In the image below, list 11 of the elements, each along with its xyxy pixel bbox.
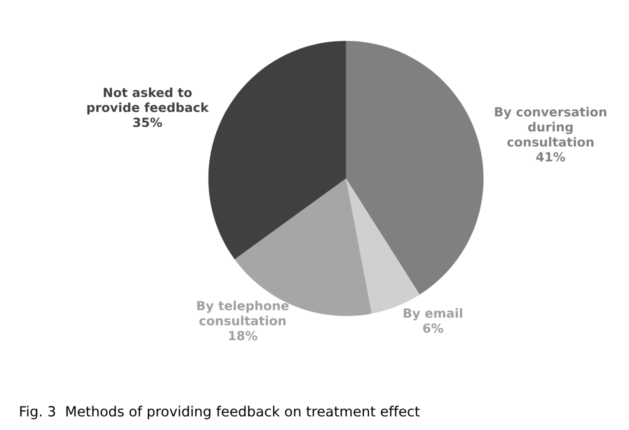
data-label: 35% xyxy=(133,118,162,128)
data-label: 18% xyxy=(229,330,258,340)
slice-label: By telephone consultation xyxy=(197,300,289,326)
slice-label: By conversation during consultation xyxy=(495,106,606,147)
pie-slice xyxy=(346,40,484,295)
slice-label: Not asked to provide feedback xyxy=(87,87,209,115)
pie-slice xyxy=(208,40,346,260)
caption: Fig. 3 Methods of providing feedback on treatment effect xyxy=(20,406,420,420)
slice-label: By email xyxy=(404,308,462,320)
data-label: 41% xyxy=(536,152,566,162)
data-label: 6% xyxy=(423,323,444,333)
